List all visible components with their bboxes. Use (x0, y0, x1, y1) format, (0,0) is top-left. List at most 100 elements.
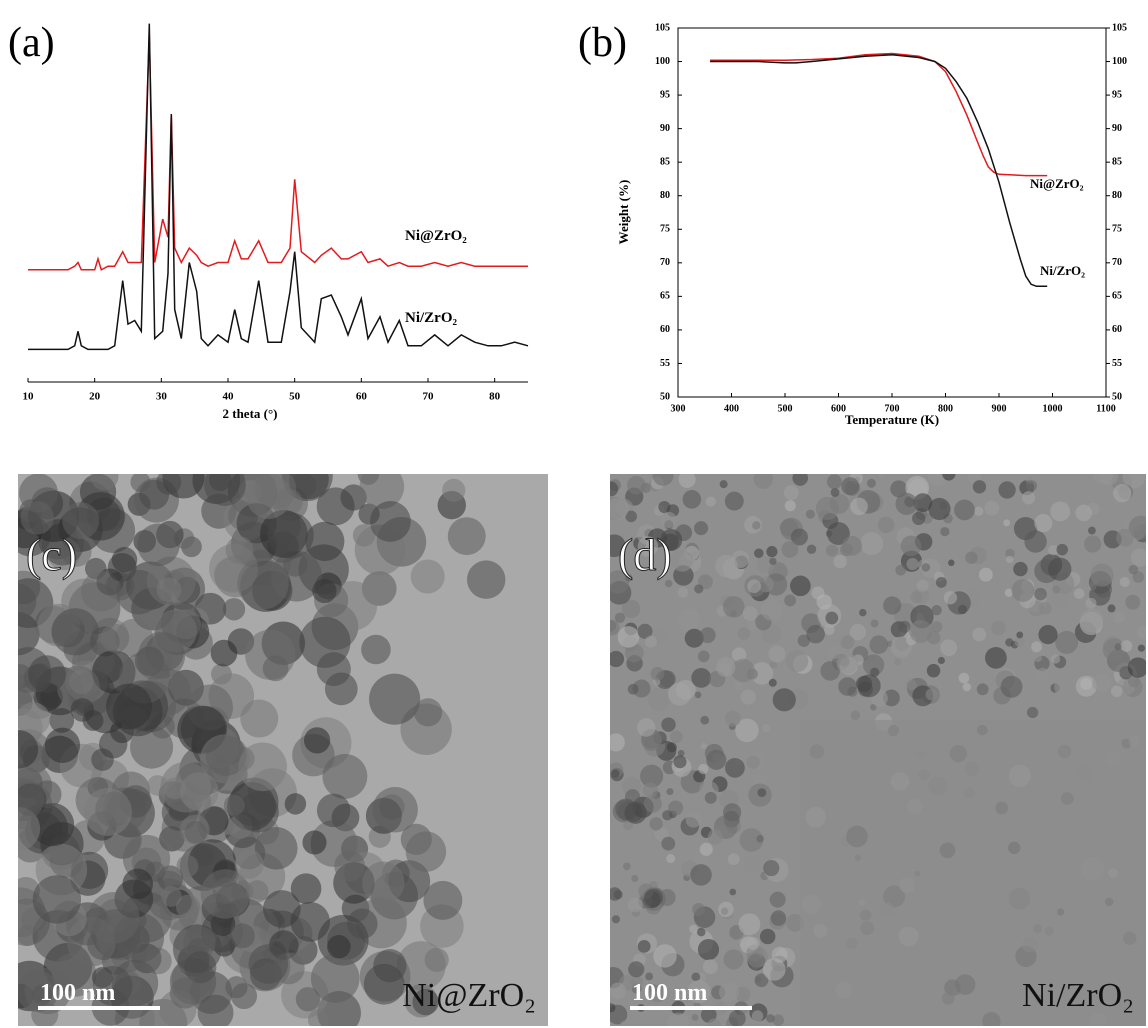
texture (942, 467, 955, 480)
x-tick-label: 30 (156, 391, 168, 403)
texture (628, 961, 644, 977)
series-label: Ni/ZrO₂ (405, 310, 457, 326)
texture (972, 628, 986, 642)
particle (138, 632, 185, 679)
texture (1084, 535, 1101, 552)
particle (238, 792, 279, 833)
texture (1080, 608, 1104, 632)
texture (701, 743, 707, 749)
texture (618, 626, 640, 648)
texture (979, 568, 993, 582)
particle (137, 523, 180, 566)
texture (665, 580, 673, 588)
texture (747, 937, 760, 950)
texture (725, 758, 745, 778)
texture (894, 658, 901, 665)
particle (230, 923, 255, 948)
y2-tick-label: 105 (1112, 22, 1127, 33)
texture (895, 565, 906, 576)
texture (692, 903, 705, 916)
texture (973, 480, 986, 493)
texture (766, 1014, 775, 1023)
y-tick-label: 50 (660, 391, 670, 402)
texture (1052, 586, 1060, 594)
y2-tick-label: 50 (1112, 391, 1122, 402)
y2-tick-label: 70 (1112, 257, 1122, 268)
texture (754, 548, 764, 558)
texture (623, 862, 631, 870)
texture (871, 620, 879, 628)
texture (1129, 565, 1139, 575)
texture (1075, 505, 1092, 522)
particle (180, 772, 219, 811)
texture (792, 470, 808, 486)
particle (327, 935, 350, 958)
particle (263, 890, 301, 928)
texture (859, 609, 867, 617)
texture (754, 469, 773, 488)
texture (611, 769, 619, 777)
particle (90, 463, 118, 491)
texture (749, 954, 761, 966)
particle (33, 875, 81, 923)
y-tick-label: 80 (660, 190, 670, 201)
texture (766, 546, 777, 557)
x-tick-label: 70 (423, 391, 435, 403)
panel-label: (d) (618, 529, 672, 580)
texture (747, 755, 760, 768)
x-tick-label: 20 (89, 391, 101, 403)
texture (763, 860, 779, 876)
texture (683, 490, 702, 509)
texture (938, 657, 945, 664)
particle (467, 560, 505, 598)
texture (666, 854, 675, 863)
texture (653, 944, 676, 967)
texture (1036, 668, 1049, 681)
texture (747, 579, 761, 593)
texture (653, 465, 674, 486)
particle (268, 512, 314, 558)
texture (757, 788, 766, 797)
y-tick-label: 75 (660, 224, 670, 235)
texture (817, 594, 832, 609)
texture (668, 682, 691, 705)
x-tick-label: 80 (489, 391, 501, 403)
particle (204, 464, 246, 506)
texture (670, 730, 683, 743)
y-tick-label: 85 (660, 156, 670, 167)
y-tick-label: 95 (660, 89, 670, 100)
particle (448, 517, 486, 555)
scale-bar-label: 100 nm (40, 980, 115, 1006)
y-tick-label: 90 (660, 123, 670, 134)
x-tick-label: 40 (223, 391, 235, 403)
y2-tick-label: 85 (1112, 156, 1122, 167)
texture (700, 627, 716, 643)
texture (901, 535, 922, 556)
texture (647, 688, 670, 711)
texture (1024, 530, 1046, 552)
y-axis-label: Weight (%) (616, 180, 631, 245)
texture (770, 892, 786, 908)
texture (627, 476, 646, 495)
particle (414, 698, 442, 726)
texture (608, 887, 621, 900)
texture (784, 485, 799, 500)
texture (644, 888, 663, 907)
texture (638, 940, 651, 953)
data-line (28, 24, 528, 350)
texture (607, 733, 625, 751)
texture (631, 875, 638, 882)
texture (608, 651, 624, 667)
texture (698, 650, 710, 662)
y2-tick-label: 65 (1112, 291, 1122, 302)
texture (1120, 577, 1130, 587)
texture (769, 558, 776, 565)
texture (741, 689, 756, 704)
texture (734, 681, 743, 690)
texture (743, 606, 758, 621)
x-tick-label: 900 (992, 403, 1007, 414)
texture (790, 576, 811, 597)
x-tick-label: 500 (778, 403, 793, 414)
texture (959, 673, 970, 684)
texture (731, 550, 749, 568)
